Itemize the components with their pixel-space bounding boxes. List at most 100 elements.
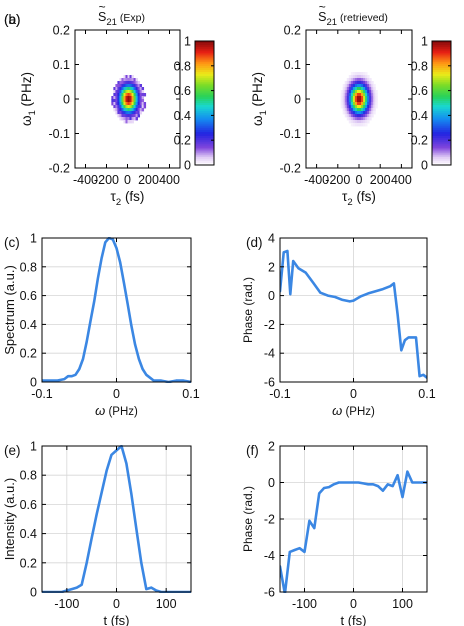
- heatmap-cell: [346, 111, 350, 115]
- heatmap-cell: [361, 102, 364, 106]
- heatmap-cell: [356, 78, 360, 82]
- heatmap-cell: [117, 84, 120, 88]
- x-label-rest: (fs): [121, 189, 144, 204]
- heatmap-cell: [342, 111, 346, 115]
- colorbar-segment: [195, 98, 214, 102]
- y-tick-label: -2: [264, 318, 275, 332]
- heatmap-cell: [141, 96, 145, 100]
- heatmap-cell: [127, 120, 130, 124]
- colorbar-segment: [195, 119, 214, 122]
- y-tick-label: 0.8: [20, 469, 37, 483]
- heatmap-cell: [137, 99, 141, 103]
- heatmap-cell: [365, 111, 368, 115]
- heatmap-cell: [131, 75, 134, 79]
- colorbar-segment: [432, 67, 451, 71]
- heatmap-cell: [359, 72, 362, 76]
- heatmap-cell: [375, 93, 378, 97]
- heatmap-cell: [342, 105, 346, 109]
- heatmap-cell: [361, 78, 364, 82]
- y-axis-label: Phase (rad.): [241, 486, 255, 552]
- colorbar: 0 0.2 0.4 0.6 0.8 1: [174, 35, 215, 173]
- heatmap-cell: [137, 108, 141, 112]
- heatmap-cell: [131, 111, 134, 115]
- heatmap-cell: [123, 87, 126, 91]
- x-tick-label: 0.1: [182, 387, 199, 401]
- heatmap-cell: [137, 114, 141, 118]
- x-tick-label: -200: [325, 173, 350, 187]
- heatmap-cell: [367, 108, 370, 112]
- heatmap-cell: [129, 75, 132, 79]
- colorbar-segment: [195, 138, 214, 141]
- heatmap-cell: [121, 90, 124, 94]
- colorbar-segment: [432, 63, 451, 67]
- x-label-main: ω: [332, 403, 342, 418]
- heatmap-cell: [371, 90, 374, 94]
- y-tick-label: 2: [268, 440, 275, 454]
- heatmap-cell: [350, 117, 354, 121]
- heatmap-cell: [356, 90, 360, 94]
- heatmap-cell: [125, 78, 128, 82]
- heatmap-cell: [363, 81, 366, 85]
- colorbar-segment: [195, 53, 214, 56]
- heatmap-cell: [350, 81, 354, 85]
- heatmap-cell: [363, 108, 366, 112]
- colorbar-segment: [432, 127, 451, 131]
- chart-title: S21 (Exp): [98, 10, 145, 28]
- colorbar-frame: [431, 40, 452, 166]
- heatmap-cell: [356, 120, 360, 124]
- heatmap-cell: [348, 99, 352, 103]
- colorbar-segment: [432, 61, 451, 65]
- heatmap-cell: [129, 93, 132, 97]
- heatmap-cell: [356, 117, 360, 121]
- colorbar-segment: [432, 131, 451, 135]
- heatmap-cell: [369, 117, 372, 121]
- heatmap-cell: [350, 84, 354, 88]
- x-axis-label: τ2 (fs): [111, 189, 145, 208]
- y-tick-label: 0: [30, 376, 37, 390]
- heatmap-cell: [137, 93, 141, 97]
- colorbar-segment: [195, 131, 214, 135]
- colorbar-segment: [195, 82, 214, 85]
- heatmap-cell: [354, 114, 358, 118]
- heatmap-cell: [371, 114, 374, 118]
- heatmap-cell: [139, 105, 143, 109]
- heatmap-cell: [359, 123, 362, 127]
- heatmap-cell: [363, 93, 366, 97]
- colorbar-segment: [432, 88, 451, 91]
- heatmap-cell: [137, 87, 141, 91]
- x-tick-label: 100: [156, 597, 177, 611]
- colorbar-tick-label: 0.4: [411, 109, 428, 123]
- heatmap-cell: [367, 93, 370, 97]
- heatmap-cell: [129, 120, 132, 124]
- colorbar-tick-label: 0: [421, 159, 428, 173]
- heatmap-cells: [340, 72, 378, 127]
- heatmap-cell: [350, 99, 354, 103]
- panel-label: (e): [4, 443, 21, 458]
- heatmap-cell: [350, 72, 354, 76]
- heatmap-cell: [133, 87, 136, 91]
- heatmap-cell: [139, 99, 143, 103]
- y-tick-label: -0.1: [48, 127, 70, 141]
- heatmap-cell: [129, 87, 132, 91]
- colorbar-segment: [195, 105, 214, 108]
- y-tick-label: 0.4: [20, 318, 37, 332]
- heatmap-cell: [352, 105, 356, 109]
- heatmap-cell: [342, 99, 346, 103]
- heatmap-cell: [348, 108, 352, 112]
- colorbar-segment: [195, 129, 214, 133]
- x-tick-label: 0: [350, 387, 357, 401]
- heatmap-cell: [371, 99, 374, 103]
- heatmap-cell: [141, 102, 145, 106]
- heatmap-cell: [359, 120, 362, 124]
- heatmap-cell: [348, 90, 352, 94]
- title-sub: 21: [326, 17, 337, 28]
- heatmap-cell: [342, 84, 346, 88]
- colorbar-segment: [432, 49, 451, 52]
- x-label-rest: (fs): [344, 613, 366, 626]
- chart-title: S21 (retrieved): [318, 10, 388, 28]
- heatmap-cell: [373, 90, 376, 94]
- heatmap-cell: [371, 111, 374, 115]
- colorbar-segment: [195, 160, 214, 164]
- heatmap-cell: [350, 120, 354, 124]
- y-label-rest: (PHz): [250, 72, 265, 110]
